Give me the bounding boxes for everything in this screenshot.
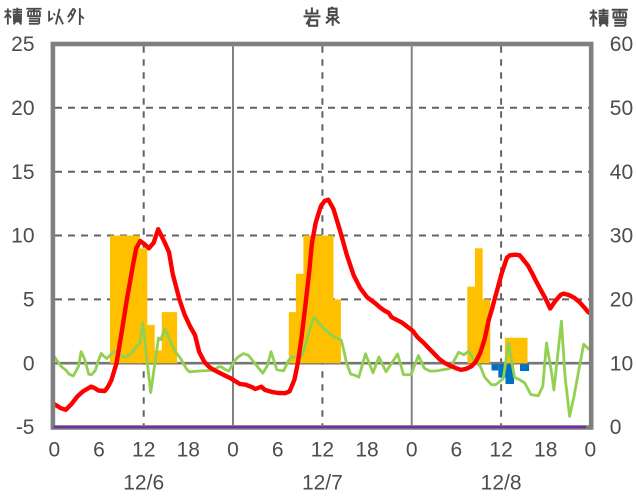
svg-text:0: 0 <box>23 352 35 375</box>
svg-text:12: 12 <box>132 439 155 462</box>
svg-text:6: 6 <box>93 439 105 462</box>
svg-text:12/7: 12/7 <box>302 472 343 495</box>
svg-text:12/6: 12/6 <box>123 472 164 495</box>
svg-text:60: 60 <box>610 33 633 56</box>
svg-text:30: 30 <box>610 225 633 248</box>
svg-text:0: 0 <box>406 439 418 462</box>
svg-text:6: 6 <box>451 439 463 462</box>
svg-text:20: 20 <box>11 97 34 120</box>
svg-text:0: 0 <box>585 439 597 462</box>
svg-text:20: 20 <box>610 289 633 312</box>
svg-text:0: 0 <box>227 439 239 462</box>
svg-text:40: 40 <box>610 161 633 184</box>
svg-text:12/8: 12/8 <box>481 472 522 495</box>
svg-text:50: 50 <box>610 97 633 120</box>
svg-text:10: 10 <box>610 352 633 375</box>
svg-text:25: 25 <box>11 33 34 56</box>
svg-text:15: 15 <box>11 161 34 184</box>
svg-text:6: 6 <box>272 439 284 462</box>
svg-text:5: 5 <box>23 289 35 312</box>
svg-text:18: 18 <box>177 439 200 462</box>
svg-text:12: 12 <box>489 439 512 462</box>
svg-text:12: 12 <box>311 439 334 462</box>
svg-text:18: 18 <box>355 439 378 462</box>
svg-text:18: 18 <box>534 439 557 462</box>
svg-text:0: 0 <box>48 439 60 462</box>
svg-text:10: 10 <box>11 225 34 248</box>
svg-text:-5: -5 <box>16 416 35 439</box>
svg-text:0: 0 <box>610 416 622 439</box>
